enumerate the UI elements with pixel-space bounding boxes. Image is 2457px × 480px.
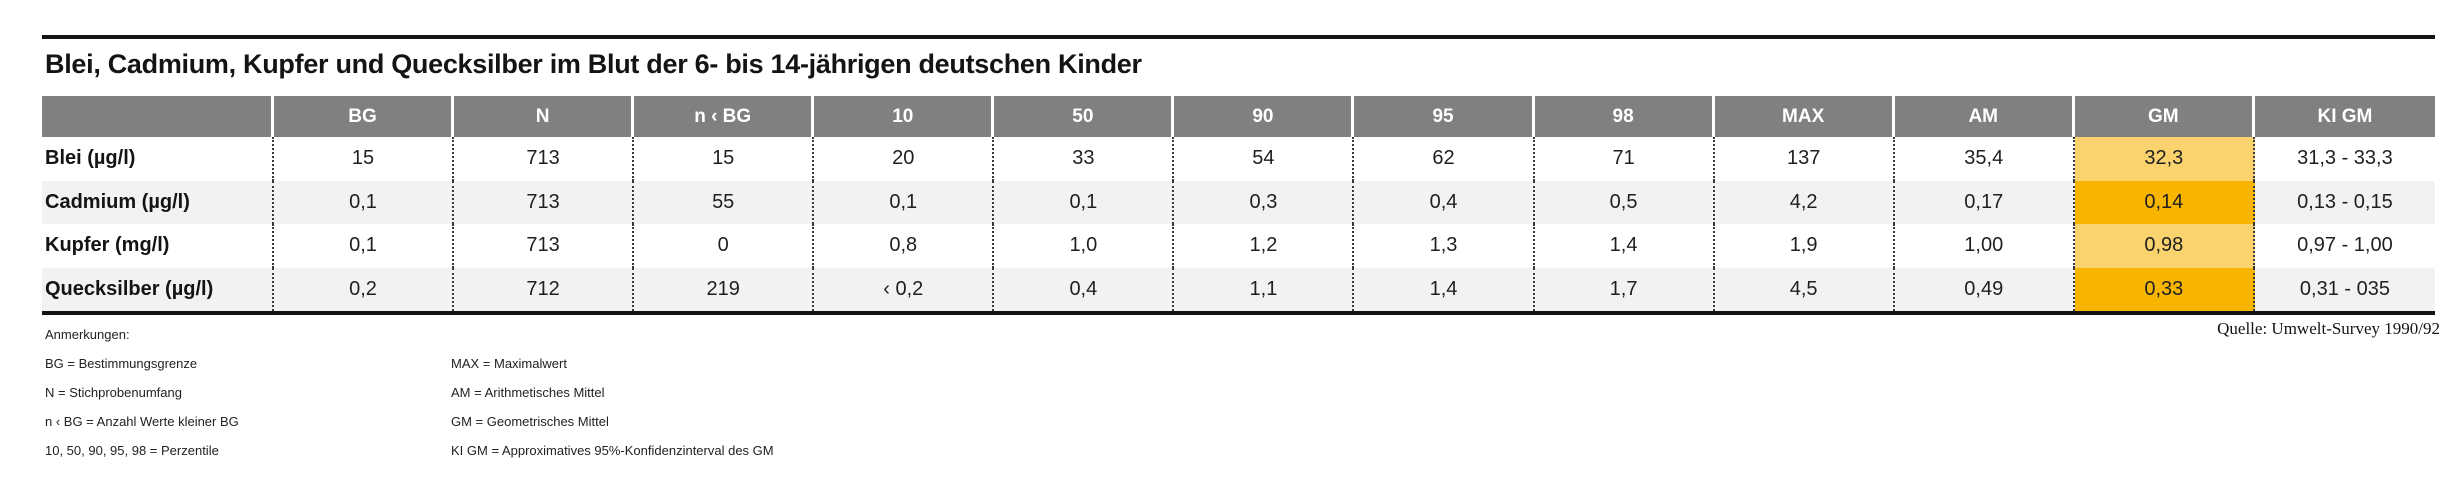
table-cell: 219 [634,267,815,311]
table-cell: 0,1 [814,180,995,224]
table-cell: 0,13 - 0,15 [2254,180,2435,224]
table-cell: 15 [274,137,455,181]
table-cell: 713 [454,180,635,224]
table-cell: 1,00 [1895,224,2075,268]
table-cell: 20 [814,137,995,181]
note-line: N = Stichprobenumfang [45,385,182,400]
table-cell: 1,3 [1354,224,1535,268]
note-line: GM = Geometrisches Mittel [451,414,609,429]
notes-heading: Anmerkungen: [45,327,130,342]
table-cell: 137 [1715,137,1895,181]
table-cell: 1,1 [1174,267,1355,311]
note-line: n ‹ BG = Anzahl Werte kleiner BG [45,414,239,429]
table-cell: 0,2 [274,267,455,311]
table-body: Blei (µg/l) 15 713 15 20 33 54 62 71 137 35,4 32,3 3… [42,137,2435,311]
note-line: AM = Arithmetisches Mittel [451,385,605,400]
table-row: Kupfer (mg/l) 0,1 713 0 0,8 1,0 1,2 1,3 1,4 1,9 1,… [42,224,2435,268]
column-header-max: MAX [1714,96,1895,137]
table-cell: 0,31 - 035 [2254,267,2435,311]
column-header-50: 50 [994,96,1175,137]
table-cell: 4,5 [1714,267,1895,311]
top-rule [42,35,2435,39]
row-label: Quecksilber (µg/l) [42,267,274,311]
bottom-rule [42,311,2435,315]
table-cell-gm-highlight: 0,98 [2074,224,2255,268]
table-row: Quecksilber (µg/l) 0,2 712 219 ‹ 0,2 0,4 1,1 1,… [42,267,2435,311]
table-cell: 55 [634,180,815,224]
table-cell-gm-highlight: 0,14 [2074,180,2255,224]
column-header-10: 10 [814,96,995,137]
notes-right-column: MAX = Maximalwert AM = Arithmetisches Mit… [451,349,774,465]
column-header-98: 98 [1534,96,1715,137]
table-cell: 712 [454,267,635,311]
table-cell: 31,3 - 33,3 [2297,147,2393,170]
row-label: Blei (µg/l) [42,137,274,181]
table-cell: 0,1 [994,180,1175,224]
table-cell: 0,49 [1894,267,2075,311]
table-cell: 0,1 [274,224,455,268]
column-header-am: AM [1894,96,2075,137]
table-cell: 1,0 [994,224,1175,268]
table-cell: 1,4 [1354,267,1535,311]
table-cell: 1,2 [1174,224,1355,268]
table-cell-gm-highlight: 32,3 [2074,137,2255,181]
source-note: Quelle: Umwelt-Survey 1990/92 [2217,319,2440,338]
table-cell: 54 [1174,137,1355,181]
table-row: Blei (µg/l) 15 713 15 20 33 54 62 71 137 35,4 32,3 3… [42,137,2435,181]
table-cell: 713 [454,137,635,181]
table-cell: 0,4 [994,267,1175,311]
table-cell-gm-highlight: 0,33 [2074,267,2255,311]
note-line: MAX = Maximalwert [451,356,567,371]
table-cell: 0,8 [814,224,995,268]
table-cell: 1,9 [1715,224,1895,268]
note-line: 10, 50, 90, 95, 98 = Perzentile [45,443,219,458]
column-header-gm: GM [2074,96,2255,137]
table-cell: 33 [994,137,1175,181]
table-cell: 62 [1354,137,1535,181]
table-cell: 0,4 [1354,180,1535,224]
table-cell: 0,97 - 1,00 [2297,234,2393,257]
table-cell: 0,1 [274,180,455,224]
table-cell: 71 [1535,137,1715,181]
table-cell: 4,2 [1714,180,1895,224]
table-cell: 0,17 [1894,180,2075,224]
table-cell: 713 [454,224,635,268]
table-cell: 1,4 [1535,224,1715,268]
row-label: Kupfer (mg/l) [42,224,274,268]
figure-title: Blei, Cadmium, Kupfer und Quecksilber im… [45,49,1142,79]
column-header-bg: BG [274,96,455,137]
table-cell: 35,4 [1895,137,2075,181]
column-header-95: 95 [1354,96,1535,137]
column-header-90: 90 [1174,96,1355,137]
table-row: Cadmium (µg/l) 0,1 713 55 0,1 0,1 0,3 0,4 0,5 4,2… [42,180,2435,224]
column-header-ki-gm: KI GM [2254,96,2435,137]
note-line: BG = Bestimmungsgrenze [45,356,198,371]
table-cell: 1,7 [1534,267,1715,311]
column-header-empty [42,96,274,137]
column-header-n-bg: n ‹ BG [634,96,815,137]
column-header-n: N [454,96,635,137]
table-cell: ‹ 0,2 [814,267,995,311]
notes-left-column: Anmerkungen: BG = Bestimmungsgrenze N = S… [45,320,239,465]
table-cell: 0,3 [1174,180,1355,224]
table-cell: 15 [634,137,815,181]
table-cell: 0 [634,224,815,268]
note-line: KI GM = Approximatives 95%-Konfidenzinte… [451,443,774,458]
table-cell: 0,5 [1534,180,1715,224]
row-label: Cadmium (µg/l) [42,180,274,224]
